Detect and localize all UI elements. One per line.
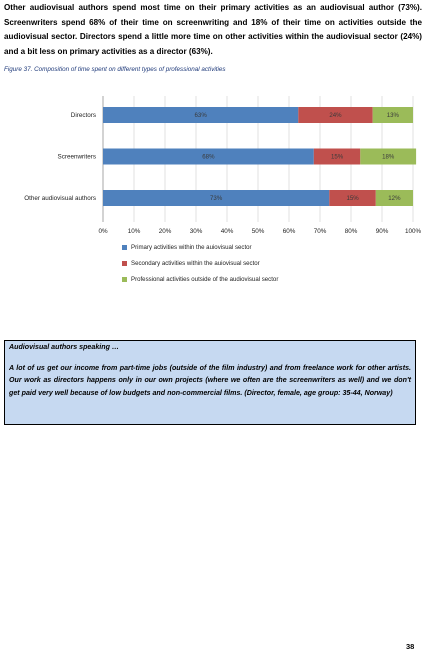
- data-label: 12%: [388, 195, 401, 202]
- page-number: 38: [406, 642, 415, 651]
- bar-segment: [103, 190, 330, 206]
- data-label: 63%: [195, 112, 208, 119]
- figure-caption: Figure 37. Composition of time spent on …: [4, 66, 226, 73]
- quote-text: A lot of us get our income from part-tim…: [9, 364, 411, 397]
- x-tick-label: 30%: [190, 228, 203, 235]
- data-label: 68%: [202, 154, 215, 161]
- x-tick-label: 100%: [405, 228, 422, 235]
- x-tick-label: 80%: [345, 228, 358, 235]
- legend-swatch: [122, 277, 127, 282]
- legend-label: Professional activities outside of the a…: [131, 276, 279, 283]
- legend-label: Primary activities within the auiovisual…: [131, 244, 252, 251]
- bar-segment: [313, 148, 361, 165]
- bar-segment: [372, 107, 413, 123]
- stacked-bar-chart: 0% 10% 20% 30% 40% 50% 60% 70% 80% 90% 100% Directo…: [24, 96, 422, 235]
- data-label: 15%: [331, 154, 344, 161]
- x-tick-label: 0%: [98, 228, 108, 235]
- x-tick-label: 20%: [159, 228, 172, 235]
- bar-segment: [360, 148, 417, 165]
- intro-paragraph: Other audiovisual authors spend most tim…: [4, 3, 422, 56]
- x-tick-label: 60%: [283, 228, 296, 235]
- data-label: 73%: [210, 195, 223, 202]
- legend-swatch: [122, 261, 127, 266]
- category-label: Screenwriters: [58, 154, 97, 161]
- category-label: Directors: [71, 112, 96, 119]
- legend-swatch: [122, 245, 127, 250]
- data-label: 13%: [387, 112, 400, 119]
- bar-segment: [103, 107, 299, 123]
- bar-segment: [298, 107, 373, 123]
- data-label: 18%: [382, 154, 395, 161]
- legend-item-primary: Primary activities within the auiovisual…: [122, 243, 278, 259]
- legend-item-outside: Professional activities outside of the a…: [122, 275, 278, 291]
- bar-segment: [375, 190, 413, 206]
- bar-segment: [103, 148, 314, 165]
- bar-segment: [329, 190, 376, 206]
- data-label: 15%: [346, 195, 359, 202]
- x-tick-label: 40%: [221, 228, 234, 235]
- quote-box: Audiovisual authors speaking … A lot of …: [4, 340, 416, 425]
- legend-label: Secondary activities within the auiovisu…: [131, 260, 260, 267]
- data-label: 24%: [329, 112, 342, 119]
- category-label: Other audiovisual authors: [24, 195, 96, 202]
- x-tick-label: 70%: [314, 228, 327, 235]
- chart-legend: Primary activities within the auiovisual…: [122, 243, 278, 291]
- x-tick-label: 90%: [376, 228, 389, 235]
- legend-item-secondary: Secondary activities within the auiovisu…: [122, 259, 278, 275]
- quote-title: Audiovisual authors speaking …: [9, 343, 119, 351]
- x-tick-label: 50%: [252, 228, 265, 235]
- x-tick-label: 10%: [128, 228, 141, 235]
